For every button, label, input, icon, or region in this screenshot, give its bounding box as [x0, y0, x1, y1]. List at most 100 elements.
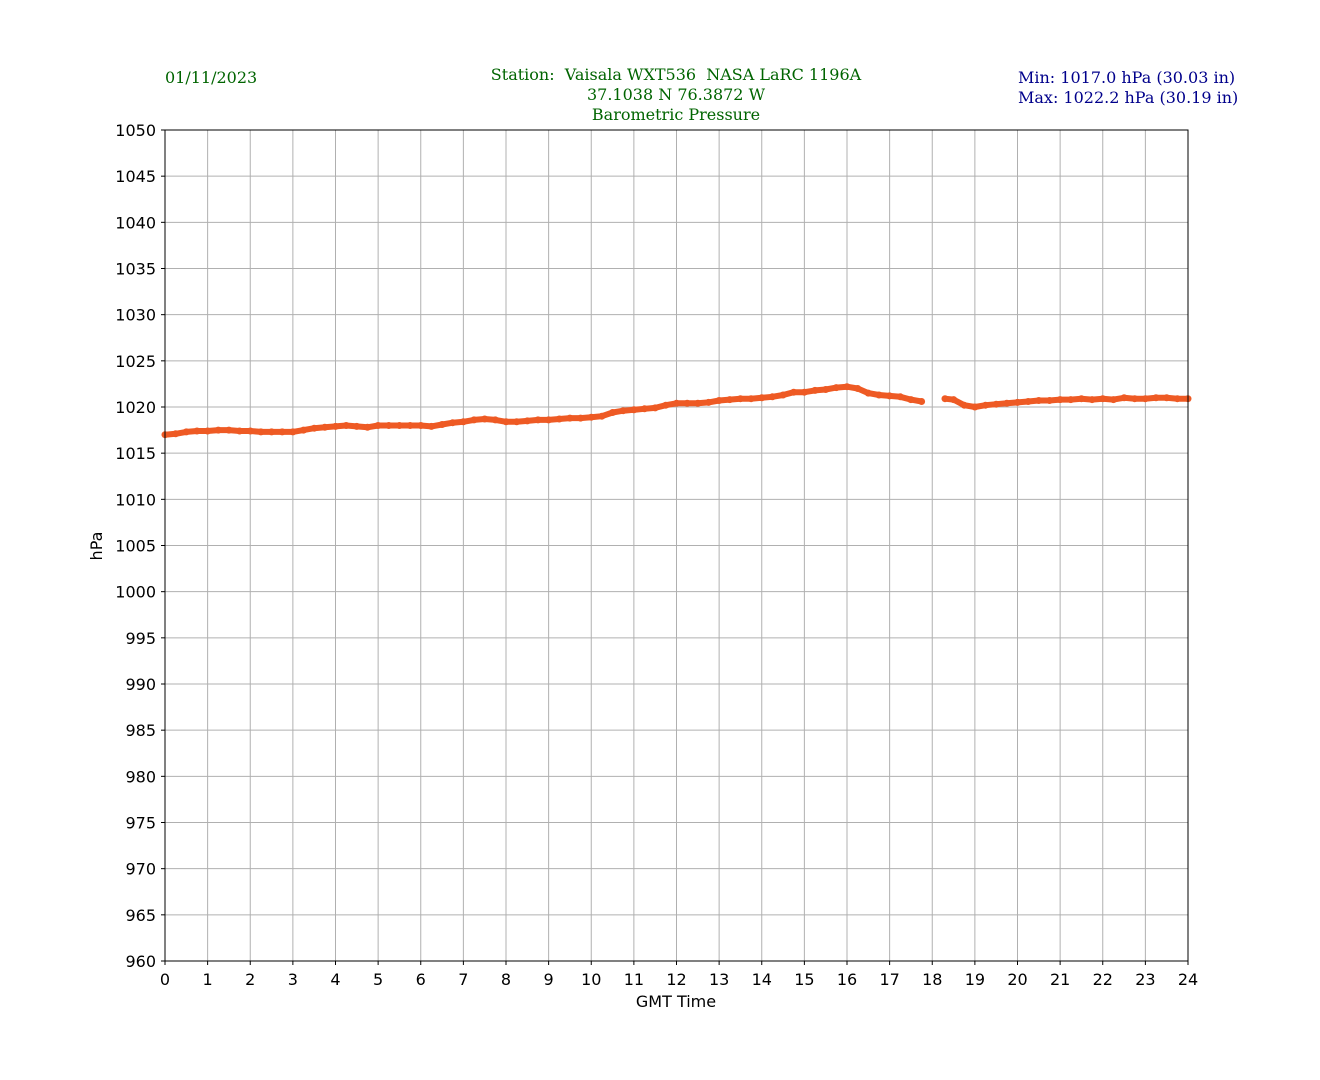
y-tick-label: 970: [125, 860, 156, 879]
x-tick-label: 17: [879, 970, 899, 989]
data-point: [1099, 395, 1107, 403]
station-name: Station: Vaisala WXT536 NASA LaRC 1196A: [490, 65, 862, 84]
data-point: [790, 388, 798, 396]
data-point: [1056, 396, 1064, 404]
data-point: [193, 427, 201, 435]
data-point: [1088, 396, 1096, 404]
data-point: [758, 394, 766, 402]
x-tick-label: 1: [203, 970, 213, 989]
data-point: [992, 400, 1000, 408]
data-point: [982, 401, 989, 409]
data-point: [321, 423, 329, 431]
y-tick-label: 1045: [115, 167, 156, 186]
data-point: [609, 409, 617, 416]
data-point: [1141, 395, 1149, 403]
data-point: [694, 399, 702, 407]
data-point: [523, 417, 531, 425]
data-point: [182, 428, 190, 436]
x-tick-label: 16: [837, 970, 857, 989]
x-tick-label: 11: [624, 970, 644, 989]
data-point: [342, 422, 350, 429]
x-tick-label: 22: [1093, 970, 1113, 989]
data-point: [214, 426, 222, 434]
data-point: [1024, 398, 1032, 405]
data-point: [907, 396, 915, 404]
data-point: [470, 416, 478, 424]
data-point: [683, 399, 691, 407]
pressure-series: [161, 383, 1192, 439]
data-point: [459, 418, 467, 426]
y-tick-label: 1035: [115, 260, 156, 279]
data-point: [886, 392, 894, 400]
data-point: [1014, 398, 1021, 406]
data-point: [385, 422, 393, 429]
data-point: [300, 426, 307, 434]
x-tick-label: 8: [501, 970, 511, 989]
data-point: [236, 427, 244, 435]
x-tick-label: 6: [416, 970, 426, 989]
data-point: [822, 386, 830, 393]
data-point: [641, 405, 648, 413]
station-coordinates: 37.1038 N 76.3872 W: [586, 85, 766, 104]
data-point: [204, 427, 212, 435]
data-point: [278, 428, 286, 436]
x-tick-label: 9: [544, 970, 554, 989]
data-point: [395, 422, 403, 429]
y-axis-label: hPa: [87, 532, 106, 561]
data-point: [630, 406, 638, 414]
data-point: [438, 421, 446, 428]
x-tick-label: 0: [160, 970, 170, 989]
axis-ticks: 0 1 2 3 4 5 6 7 8 9 10 11 12 13 14 15 16 17 18 19 20 21 22 23 24…: [115, 121, 1198, 989]
data-point: [449, 419, 457, 427]
x-tick-label: 3: [288, 970, 298, 989]
data-point: [598, 412, 606, 420]
data-point: [779, 391, 787, 399]
data-point: [651, 404, 659, 412]
data-point: [662, 401, 670, 409]
data-point: [587, 413, 595, 421]
data-point: [417, 422, 425, 429]
date-label: 01/11/2023: [165, 68, 258, 87]
data-point: [257, 428, 265, 436]
data-point: [800, 388, 808, 396]
min-value-label: Min: 1017.0 hPa (30.03 in): [1018, 68, 1236, 87]
data-point: [502, 418, 510, 426]
data-point: [374, 422, 382, 429]
data-point: [406, 422, 414, 429]
data-point: [950, 396, 958, 404]
data-point: [513, 418, 521, 426]
data-point: [1003, 399, 1011, 407]
y-tick-label: 1000: [115, 583, 156, 602]
x-tick-label: 4: [330, 970, 340, 989]
x-tick-label: 5: [373, 970, 383, 989]
pressure-line-segment: [162, 383, 925, 438]
data-point: [832, 384, 840, 392]
y-tick-label: 1050: [115, 121, 156, 140]
data-point: [1131, 395, 1139, 403]
data-point: [1152, 394, 1160, 402]
pressure-line-segment: [942, 394, 1191, 410]
grid-lines: [164, 129, 1189, 962]
data-point: [941, 395, 949, 403]
data-point: [811, 386, 819, 394]
max-value-label: Max: 1022.2 hPa (30.19 in): [1018, 88, 1239, 107]
x-tick-label: 14: [752, 970, 772, 989]
data-point: [864, 389, 872, 397]
data-point: [1067, 396, 1075, 404]
data-point: [577, 414, 585, 422]
x-tick-label: 18: [922, 970, 942, 989]
data-point: [875, 391, 883, 399]
data-point: [555, 415, 563, 423]
data-point: [854, 385, 862, 392]
data-point: [843, 383, 851, 391]
y-tick-label: 975: [125, 814, 156, 833]
data-point: [1109, 396, 1117, 404]
x-tick-label: 10: [581, 970, 601, 989]
data-point: [246, 427, 254, 435]
x-tick-label: 15: [794, 970, 814, 989]
x-tick-label: 21: [1050, 970, 1070, 989]
data-point: [918, 398, 926, 405]
data-point: [896, 393, 904, 401]
data-point: [491, 416, 499, 424]
